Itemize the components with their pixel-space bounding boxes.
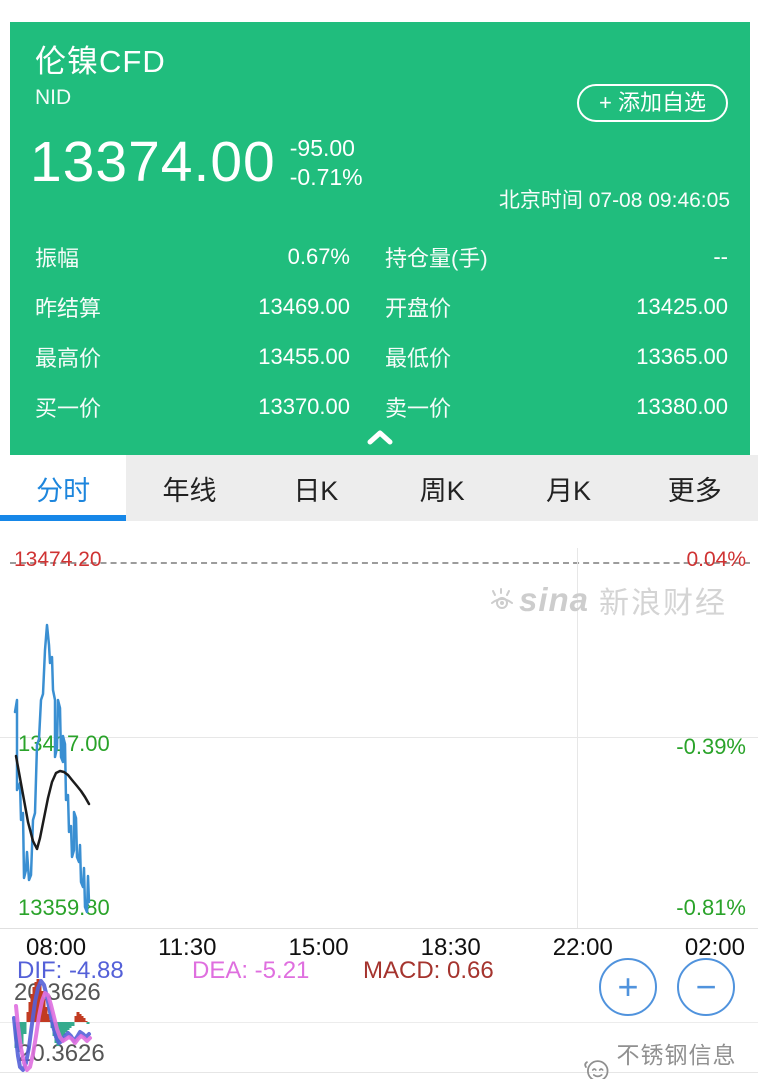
macd-zero-line [0, 1022, 758, 1023]
plus-icon: + [617, 966, 639, 1007]
macd-readout: MACD: 0.66 [363, 957, 494, 984]
y-label-mid-right: -0.39% [676, 734, 746, 759]
macd-scale-bottom: 20.3626 [18, 1040, 105, 1067]
stat-value: 13425.00 [636, 294, 728, 319]
y-label-mid-left: 13417.00 [18, 731, 110, 756]
x-axis-line [0, 928, 758, 929]
stat-value: 13380.00 [636, 394, 728, 419]
minus-icon: − [695, 966, 717, 1007]
stats-grid: 振幅 0.67% 持仓量(手) -- 昨结算 13469.00 开盘价 1342… [10, 232, 750, 432]
upper-bound-dashed-line [10, 562, 750, 564]
y-label-low-left: 13359.80 [18, 895, 110, 920]
time-axis: 08:00 11:30 15:00 18:30 22:00 02:00 [26, 934, 745, 962]
stats-row: 买一价 13370.00 卖一价 13380.00 [10, 382, 750, 432]
stat-label: 昨结算 [35, 296, 102, 321]
dea-readout: DEA: -5.21 [192, 957, 310, 984]
stat-label: 最低价 [385, 346, 452, 371]
stat-label: 最高价 [35, 346, 102, 371]
last-price: 13374.00 [30, 130, 276, 194]
stat-value: 13370.00 [258, 394, 350, 419]
stats-row: 昨结算 13469.00 开盘价 13425.00 [10, 282, 750, 332]
price-change: -95.00 [289, 135, 355, 161]
change-box: -95.00 -0.71% [290, 134, 363, 192]
zoom-in-button[interactable]: + [599, 958, 657, 1016]
zoom-out-button[interactable]: − [677, 958, 735, 1016]
wechat-face-icon [584, 1060, 609, 1079]
stats-row: 最高价 13455.00 最低价 13365.00 [10, 332, 750, 382]
add-watchlist-button[interactable]: + 添加自选 [577, 84, 728, 122]
stat-label: 卖一价 [385, 396, 452, 421]
macd-pane-bottom-line [0, 1072, 758, 1073]
stat-label: 开盘价 [385, 296, 452, 321]
chevron-up-icon [367, 430, 393, 445]
time-tick: 02:00 [684, 934, 745, 961]
tab-weekly-k[interactable]: 周K [419, 475, 465, 506]
tab-monthly-k[interactable]: 月K [545, 475, 591, 506]
tab-minute[interactable]: 分时 [0, 455, 127, 521]
beijing-timestamp: 北京时间 07-08 09:46:05 [498, 189, 730, 212]
time-tick: 18:30 [420, 934, 481, 961]
y-label-top-left: 13474.20 [14, 548, 102, 571]
y-label-top-right: 0.04% [686, 548, 746, 571]
y-label-low-right: -0.81% [676, 895, 746, 920]
time-tick: 15:00 [288, 934, 349, 961]
price-change-pct: -0.71% [289, 164, 363, 190]
stats-row: 振幅 0.67% 持仓量(手) -- [10, 232, 750, 282]
sina-watermark: sina 新浪财经 [487, 578, 727, 622]
instrument-symbol: NID [35, 86, 72, 109]
stat-value: 0.67% [287, 244, 350, 269]
stat-label: 买一价 [35, 396, 102, 421]
tab-yearly[interactable]: 年线 [162, 475, 217, 506]
collapse-panel-button[interactable] [360, 425, 400, 449]
stat-value: -- [713, 244, 728, 269]
mid-gridline [0, 737, 758, 738]
time-tick: 11:30 [158, 934, 217, 961]
chart-period-tabbar: 分时 年线 日K 周K 月K 更多 [0, 455, 758, 521]
price-row: 13374.00 -95.00 -0.71% [30, 132, 363, 192]
tab-daily-k[interactable]: 日K [293, 475, 339, 506]
instrument-title: 伦镍CFD [35, 44, 166, 79]
tab-more[interactable]: 更多 [667, 475, 722, 506]
quote-header-card: 伦镍CFD NID + 添加自选 13374.00 -95.00 -0.71% … [10, 22, 750, 455]
stat-label: 持仓量(手) [385, 246, 488, 271]
vertical-gridline [577, 548, 578, 928]
sina-cn-text: 新浪财经 [599, 587, 728, 620]
site-watermark-text: 不锈钢信息网 [616, 1042, 737, 1079]
stat-label: 振幅 [35, 246, 80, 271]
time-tick: 08:00 [26, 934, 87, 961]
site-watermark: 不锈钢信息网 [583, 1036, 758, 1079]
macd-scale-top: 20.3626 [14, 979, 101, 1006]
stat-value: 13469.00 [258, 294, 350, 319]
stat-value: 13365.00 [636, 344, 728, 369]
stat-value: 13455.00 [258, 344, 350, 369]
time-tick: 22:00 [552, 934, 613, 961]
sina-brand-text: sina [519, 581, 590, 618]
sina-eye-icon [491, 588, 513, 609]
